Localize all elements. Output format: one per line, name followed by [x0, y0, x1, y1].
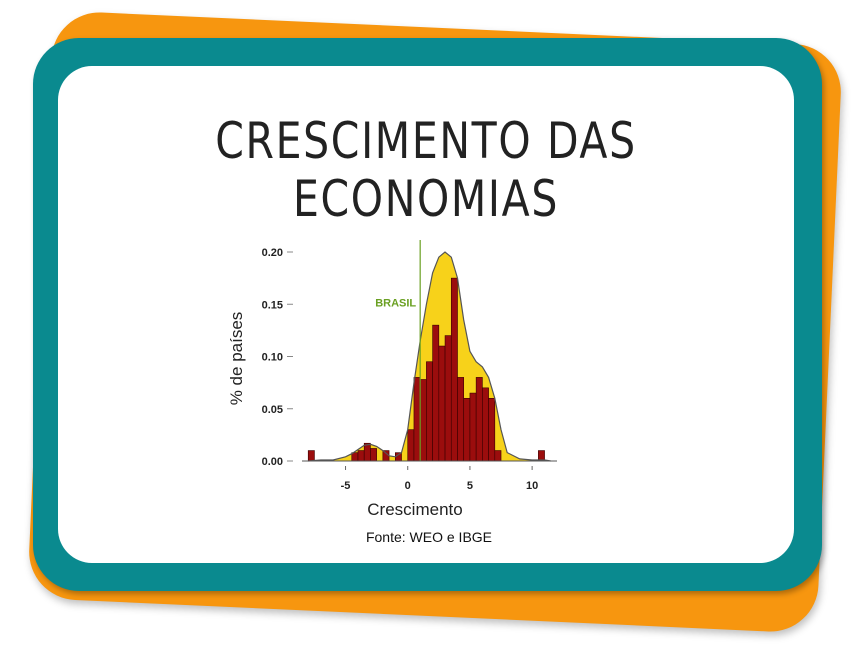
plot-area: BRASIL -5 0 5 10 0.00 0.05 0.10 0.15 0.20: [262, 240, 557, 492]
x-axis-title: Crescimento: [367, 500, 462, 519]
histogram-bar: [494, 450, 502, 462]
x-tick-label: 0: [405, 480, 411, 492]
histogram-bar: [444, 335, 452, 462]
x-tick-label: 10: [526, 480, 538, 492]
histogram-bar: [475, 377, 483, 462]
histogram-bar: [438, 345, 446, 462]
x-tick-label: -5: [341, 480, 351, 492]
histogram-bar: [463, 397, 471, 462]
histogram-bar: [419, 379, 427, 462]
histogram-bar: [351, 452, 359, 462]
histogram-bar: [426, 361, 433, 462]
histogram-bar: [413, 377, 421, 462]
histogram-bar: [370, 448, 377, 462]
source-note: Fonte: WEO e IBGE: [366, 529, 492, 545]
histogram-bar: [450, 277, 458, 462]
y-tick-label: 0.10: [262, 352, 283, 364]
histogram-bar: [357, 450, 365, 462]
y-tick-label: 0.15: [262, 299, 283, 311]
histogram-bar: [457, 377, 465, 462]
x-tick-label: 5: [467, 480, 473, 492]
histogram-bar: [363, 442, 371, 462]
histogram-bar: [407, 429, 415, 462]
y-axis-title: % de países: [227, 312, 246, 406]
histogram-bar: [482, 387, 489, 462]
brasil-label: BRASIL: [375, 297, 416, 309]
histogram-bar: [307, 450, 315, 462]
histogram-bar: [488, 397, 496, 462]
histogram-bar: [432, 324, 440, 462]
y-tick-label: 0.00: [262, 456, 283, 468]
slide-title: CRESCIMENTO DAS ECONOMIAS: [215, 112, 637, 228]
y-tick-label: 0.20: [262, 247, 283, 259]
histogram-bar: [469, 392, 477, 462]
density-line: [308, 251, 551, 462]
y-tick-label: 0.05: [262, 404, 283, 416]
